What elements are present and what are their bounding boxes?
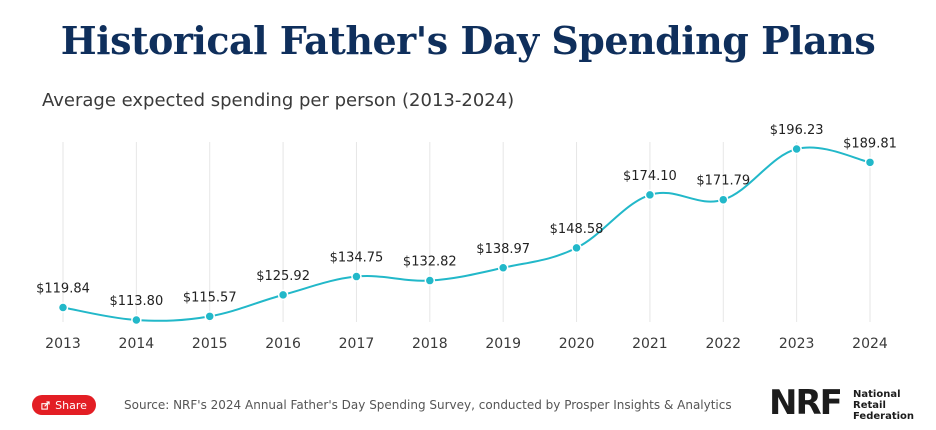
data-point-2021[interactable] <box>644 189 656 201</box>
data-point-2023[interactable] <box>791 143 802 155</box>
data-point-2014[interactable] <box>131 314 142 326</box>
x-tick-label-2023: 2023 <box>779 336 815 352</box>
chart-title: Historical Father's Day Spending Plans <box>60 18 876 63</box>
nrf-sub-line-2: Retail <box>853 400 886 411</box>
x-tick-label-2014: 2014 <box>119 336 155 352</box>
x-tick-label-2020: 2020 <box>559 336 595 352</box>
data-point-2024[interactable] <box>864 157 876 168</box>
x-tick-label-2018: 2018 <box>412 336 448 352</box>
x-tick-label-2015: 2015 <box>192 336 228 352</box>
data-label-2017: $134.75 <box>330 251 384 266</box>
nrf-logo: NRF <box>769 383 843 423</box>
share-label: Share <box>55 398 87 412</box>
data-label-2013: $119.84 <box>36 281 90 296</box>
share-icon <box>41 400 50 410</box>
x-tick-label-2022: 2022 <box>705 336 741 352</box>
data-point-2016[interactable] <box>277 289 289 301</box>
data-point-2022[interactable] <box>718 194 729 205</box>
x-tick-label-2016: 2016 <box>265 336 301 352</box>
data-label-2018: $132.82 <box>403 255 457 270</box>
data-label-2021: $174.10 <box>623 169 677 184</box>
data-point-2013[interactable] <box>57 302 69 313</box>
x-tick-label-2019: 2019 <box>485 336 521 352</box>
data-label-2023: $196.23 <box>770 123 824 138</box>
data-label-2015: $115.57 <box>183 290 237 305</box>
nrf-logo-subtext: National Retail Federation <box>853 389 914 422</box>
x-tick-label-2024: 2024 <box>852 336 888 352</box>
data-label-2024: $189.81 <box>843 136 897 151</box>
x-tick-label-2017: 2017 <box>339 336 375 352</box>
data-point-2019[interactable] <box>497 262 509 274</box>
share-button[interactable]: Share <box>32 395 96 415</box>
x-tick-label-2013: 2013 <box>45 336 81 352</box>
data-label-2022: $171.79 <box>696 174 750 189</box>
data-point-2020[interactable] <box>571 242 582 254</box>
source-note: Source: NRF's 2024 Annual Father's Day S… <box>124 398 732 412</box>
data-label-2016: $125.92 <box>256 269 310 284</box>
nrf-sub-line-3: Federation <box>853 411 915 422</box>
data-point-2017[interactable] <box>351 271 362 282</box>
chart-subtitle: Average expected spending per person (20… <box>42 90 515 111</box>
data-label-2020: $148.58 <box>550 222 604 237</box>
data-point-2015[interactable] <box>204 311 215 322</box>
data-label-2019: $138.97 <box>476 242 530 257</box>
nrf-sub-line-1: National <box>853 389 901 400</box>
x-tick-label-2021: 2021 <box>632 336 668 352</box>
data-point-2018[interactable] <box>424 275 436 286</box>
data-label-2014: $113.80 <box>109 294 163 309</box>
